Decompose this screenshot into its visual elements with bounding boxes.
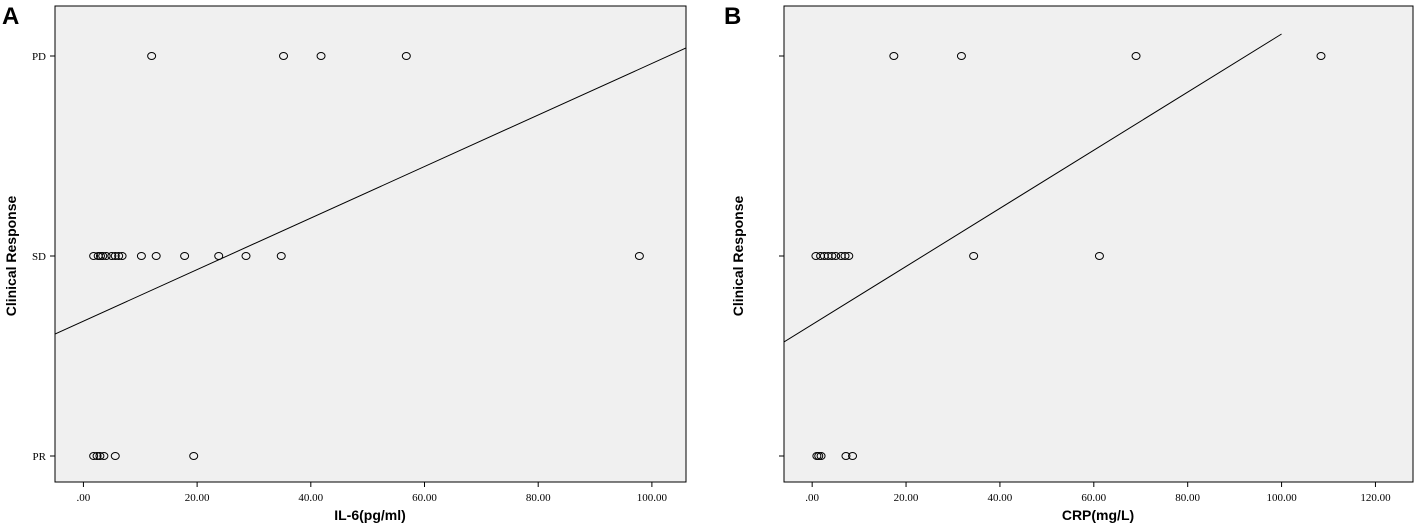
data-point bbox=[107, 252, 117, 260]
data-point bbox=[147, 52, 157, 60]
x-tick-label: .00 bbox=[805, 492, 819, 504]
plot-area-b: .00 20.00 40.00 60.00 80.00 100.00 120.00 bbox=[779, 5, 1414, 504]
data-point bbox=[276, 252, 286, 260]
y-category-label: PR bbox=[33, 451, 47, 463]
data-point bbox=[92, 452, 102, 460]
data-point bbox=[840, 252, 850, 260]
data-point bbox=[89, 452, 99, 460]
plot-background bbox=[783, 5, 1414, 483]
x-tick-label: 80.00 bbox=[526, 492, 551, 504]
data-point bbox=[279, 52, 289, 60]
x-axis-label-b: CRP(mg/L) bbox=[1062, 507, 1134, 523]
x-tick-label: 60.00 bbox=[412, 492, 437, 504]
x-tick-label: 40.00 bbox=[298, 492, 323, 504]
panel-letter-b: B bbox=[724, 3, 741, 30]
y-axis-label-a: Clinical Response bbox=[3, 195, 19, 316]
data-point bbox=[316, 52, 326, 60]
plot-area-a: PR SD PD .00 20.00 40.00 60.00 80.00 100.00 bbox=[32, 5, 687, 504]
data-point bbox=[1094, 252, 1104, 260]
x-tick-label: 20.00 bbox=[185, 492, 210, 504]
data-point bbox=[180, 252, 190, 260]
fit-line bbox=[784, 33, 1282, 343]
data-point bbox=[814, 452, 824, 460]
data-point bbox=[831, 252, 841, 260]
data-point bbox=[1316, 52, 1326, 60]
x-tick-label: 100.00 bbox=[637, 492, 668, 504]
data-point bbox=[827, 252, 837, 260]
x-tick-label: 60.00 bbox=[1081, 492, 1106, 504]
data-point bbox=[816, 452, 826, 460]
x-tick-label: 100.00 bbox=[1266, 492, 1297, 504]
data-point bbox=[110, 252, 120, 260]
data-point bbox=[117, 252, 127, 260]
data-point bbox=[95, 452, 105, 460]
y-category-label: PD bbox=[32, 51, 46, 63]
data-point bbox=[95, 252, 105, 260]
x-tick-label: 120.00 bbox=[1360, 492, 1391, 504]
data-point bbox=[214, 252, 224, 260]
data-point bbox=[241, 252, 251, 260]
fit-line bbox=[55, 47, 686, 335]
data-point bbox=[99, 452, 109, 460]
data-point bbox=[1131, 52, 1141, 60]
data-point bbox=[969, 252, 979, 260]
panel-b: B Clinical Response CRP(mg/L) .00 20.00 40… bbox=[724, 3, 1414, 523]
y-category-label: SD bbox=[32, 251, 46, 263]
y-axis-label-b: Clinical Response bbox=[730, 195, 746, 316]
data-point bbox=[114, 252, 124, 260]
data-point bbox=[844, 252, 854, 260]
data-point bbox=[89, 252, 99, 260]
data-point bbox=[151, 252, 161, 260]
data-point bbox=[956, 52, 966, 60]
data-point bbox=[110, 452, 120, 460]
panel-a: A Clinical Response IL-6(pg/ml) PR SD PD .0… bbox=[2, 3, 687, 523]
plot-background bbox=[54, 5, 687, 483]
x-axis-label-a: IL-6(pg/ml) bbox=[334, 507, 406, 523]
data-point bbox=[136, 252, 146, 260]
data-point bbox=[98, 252, 108, 260]
x-tick-label: .00 bbox=[77, 492, 91, 504]
data-point bbox=[889, 52, 899, 60]
data-point bbox=[841, 452, 851, 460]
x-tick-label: 20.00 bbox=[894, 492, 919, 504]
panel-letter-a: A bbox=[2, 3, 19, 30]
data-point bbox=[848, 452, 858, 460]
x-tick-label: 40.00 bbox=[988, 492, 1013, 504]
data-point bbox=[634, 252, 644, 260]
data-point bbox=[101, 252, 111, 260]
data-point bbox=[401, 52, 411, 60]
x-tick-label: 80.00 bbox=[1175, 492, 1200, 504]
data-point bbox=[189, 452, 199, 460]
